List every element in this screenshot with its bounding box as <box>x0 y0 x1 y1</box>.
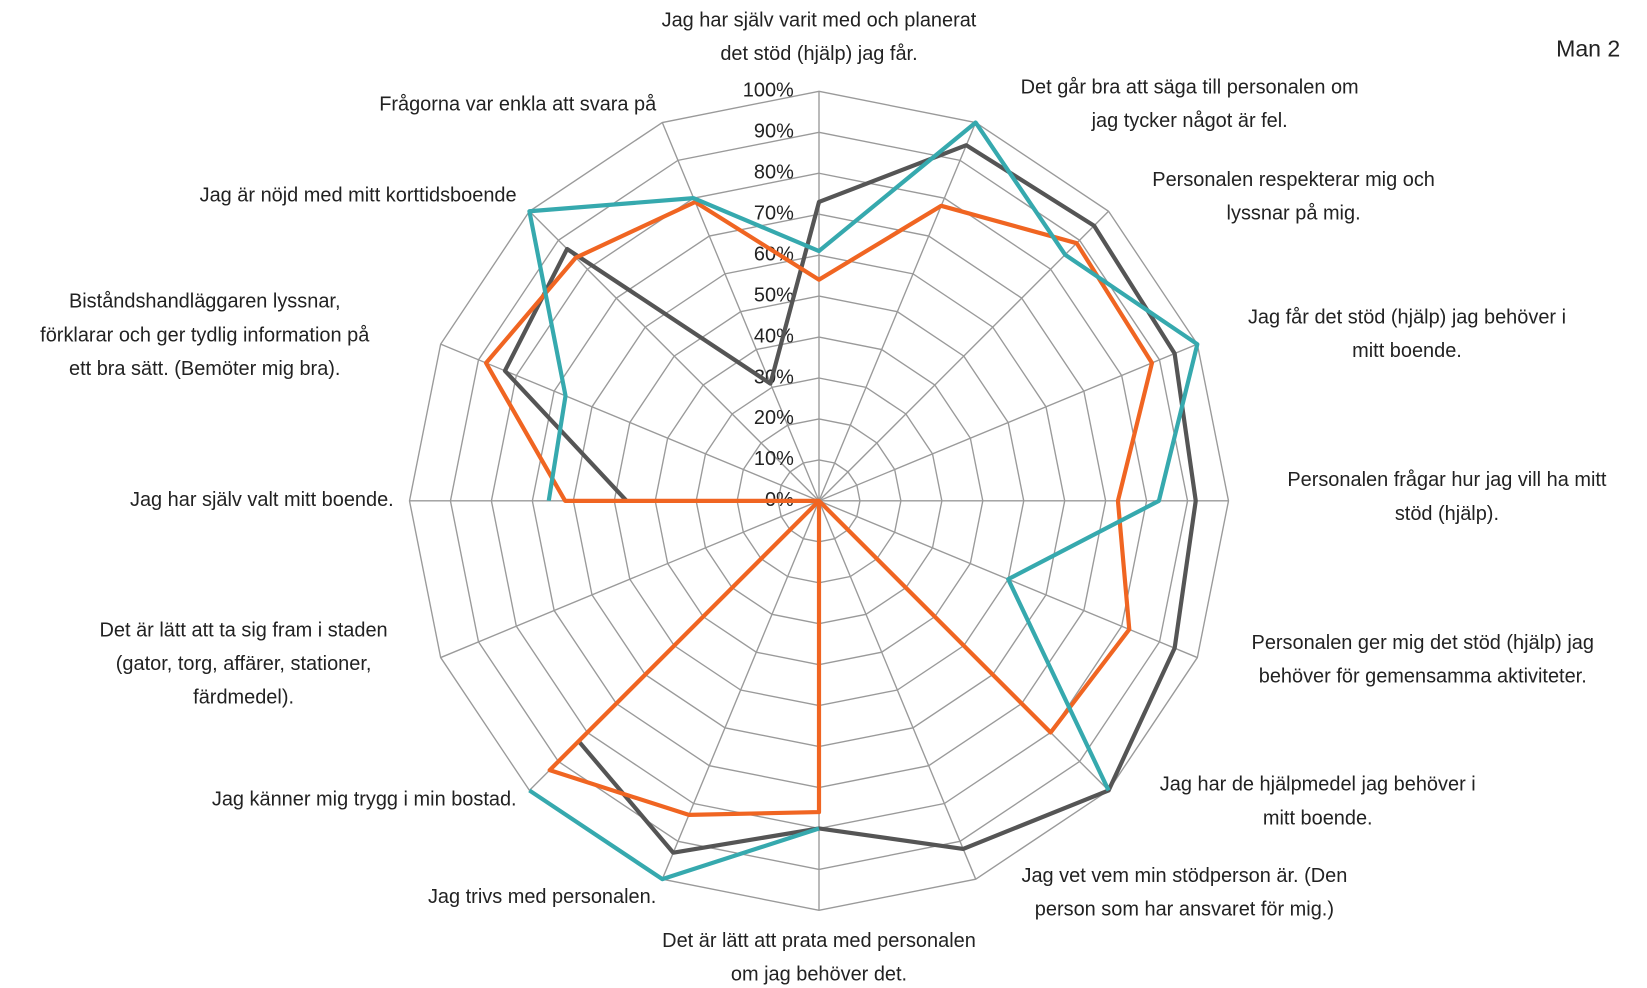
category-label: Frågorna var enkla att svara på <box>379 93 657 115</box>
category-label: Det går bra att säga till personalen om <box>1021 76 1359 98</box>
category-label: stöd (hjälp). <box>1395 503 1499 525</box>
category-label: förklarar och ger tydlig information på <box>40 324 370 346</box>
y-tick-label: 50% <box>754 284 794 306</box>
category-label: (gator, torg, affärer, stationer, <box>116 653 372 675</box>
y-tick-label: 70% <box>754 202 794 224</box>
category-label: Jag känner mig trygg i min bostad. <box>212 788 517 810</box>
y-tick-label: 80% <box>754 162 794 184</box>
category-label: Jag har själv varit med och planerat <box>662 9 977 31</box>
series-line <box>483 199 1155 818</box>
category-label: Jag får det stöd (hjälp) jag behöver i <box>1248 306 1566 328</box>
category-label: ett bra sätt. (Bemöter mig bra). <box>69 358 340 380</box>
chart-title: Man 2 <box>1556 35 1620 61</box>
plot: Man 2 0%10%20%30%40%50%60%70%80%90%100%J… <box>40 9 1620 985</box>
category-label: Personalen ger mig det stöd (hjälp) jag <box>1252 632 1594 654</box>
y-tick-label: 20% <box>754 407 794 429</box>
category-label: Personalen frågar hur jag vill ha mitt <box>1287 469 1607 491</box>
category-label: Jag är nöjd med mitt korttidsboende <box>200 185 517 207</box>
category-label: Jag har de hjälpmedel jag behöver i <box>1160 774 1476 796</box>
y-tick-label: 100% <box>743 80 794 102</box>
y-tick-label: 40% <box>754 325 794 347</box>
category-label: färdmedel). <box>193 687 294 709</box>
category-label: Jag har själv valt mitt boende. <box>130 489 394 511</box>
grid-ring <box>449 131 1189 871</box>
series-line <box>502 143 1198 855</box>
category-label: Jag vet vem min stödperson är. (Den <box>1022 865 1348 887</box>
category-label: person som har ansvaret för mig.) <box>1035 899 1334 921</box>
series-line-closing <box>768 199 822 386</box>
y-tick-label: 10% <box>754 448 794 470</box>
category-label: mitt boende. <box>1263 807 1373 829</box>
category-label: Det är lätt att prata med personalen <box>662 930 976 952</box>
category-label: behöver för gemensamma aktiviteter. <box>1259 666 1587 688</box>
y-tick-label: 90% <box>754 121 794 143</box>
category-label: jag tycker något är fel. <box>1091 110 1288 132</box>
series-line-closing <box>691 196 822 254</box>
category-label: Det är lätt att ta sig fram i staden <box>100 619 388 641</box>
series-line <box>527 120 1200 882</box>
category-label: Biståndshandläggaren lyssnar, <box>69 291 341 313</box>
category-label: Personalen respekterar mig och <box>1152 169 1435 191</box>
category-label: det stöd (hjälp) jag får. <box>720 43 917 65</box>
category-label: lyssnar på mig. <box>1227 202 1361 224</box>
grid-ring <box>408 90 1230 912</box>
category-label: om jag behöver det. <box>731 964 907 986</box>
category-label: Jag trivs med personalen. <box>428 886 656 908</box>
category-label: mitt boende. <box>1352 340 1462 362</box>
